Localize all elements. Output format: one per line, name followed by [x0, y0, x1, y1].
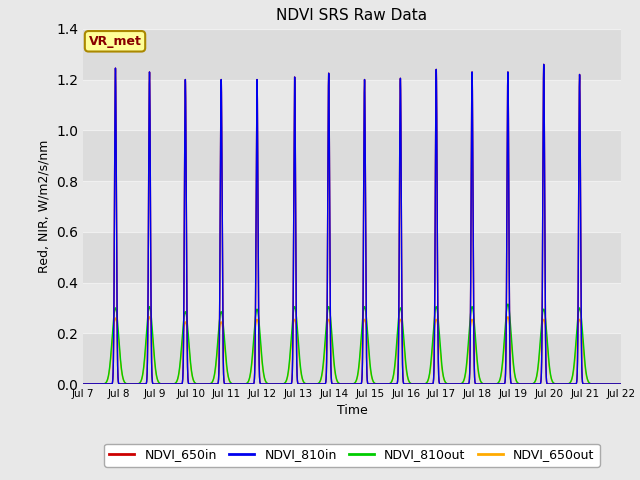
Title: NDVI SRS Raw Data: NDVI SRS Raw Data [276, 9, 428, 24]
Bar [83, 80, 621, 130]
Bar [83, 333, 621, 384]
Bar [83, 29, 621, 80]
Bar [83, 232, 621, 283]
Bar [83, 181, 621, 232]
Y-axis label: Red, NIR, W/m2/s/nm: Red, NIR, W/m2/s/nm [38, 140, 51, 273]
Legend: NDVI_650in, NDVI_810in, NDVI_810out, NDVI_650out: NDVI_650in, NDVI_810in, NDVI_810out, NDV… [104, 444, 600, 467]
Text: VR_met: VR_met [88, 35, 141, 48]
Bar [83, 130, 621, 181]
X-axis label: Time: Time [337, 405, 367, 418]
Bar [83, 283, 621, 333]
